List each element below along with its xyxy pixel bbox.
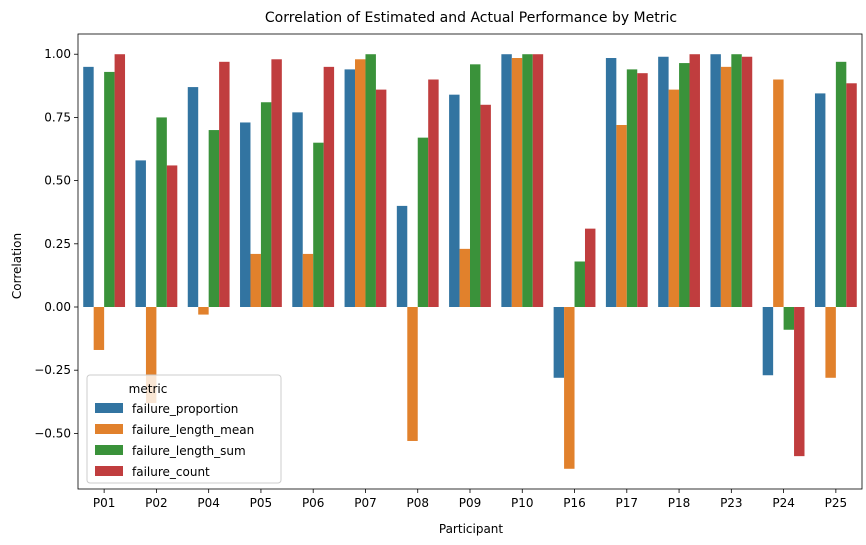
legend-box [86, 374, 282, 484]
bar-failure_length_sum-P16 [574, 261, 585, 307]
x-tick-label: P06 [302, 496, 325, 510]
bar-failure_proportion-P25 [814, 93, 826, 308]
bar-failure_proportion-P09 [449, 94, 460, 307]
bar-failure_length_sum-P10 [522, 54, 533, 307]
bar-failure_proportion-P17 [605, 58, 617, 308]
y-tick-label: 0.50 [44, 174, 71, 188]
x-tick-label: P07 [354, 496, 377, 510]
x-axis-label: Participant [439, 522, 504, 536]
bar-failure_proportion-P01 [83, 66, 94, 307]
plot-area: −0.50 −0.25 0.00 0.25 0.50 0.75 1.00 P01 P02 P04 P… [34, 33, 863, 510]
bar-failure_proportion-P10 [501, 54, 512, 307]
bar-failure_length_mean-P02 [145, 307, 157, 404]
bar-failure_length_mean-P24 [773, 79, 784, 307]
bar-failure_length_sum-P07 [365, 54, 376, 307]
bar-failure_length_mean-P04 [198, 307, 209, 315]
bar-failure_length_sum-P25 [835, 61, 847, 308]
bar-failure_length_sum-P09 [470, 64, 481, 307]
bar-failure_length_mean-P07 [355, 59, 366, 307]
x-tick-label: P17 [616, 496, 639, 510]
bar-failure_length_mean-P17 [616, 125, 627, 307]
bar-failure_proportion-P07 [344, 69, 356, 307]
bar-failure_proportion-P23 [710, 54, 721, 307]
bar-failure_count-P17 [637, 73, 648, 308]
bar-failure_count-P10 [532, 54, 544, 307]
bar-failure_length_mean-P08 [407, 307, 418, 441]
x-tick-label: P01 [93, 496, 116, 510]
x-tick-label: P18 [668, 496, 691, 510]
bar-failure_length_sum-P08 [417, 137, 429, 307]
bar-failure_count-P07 [375, 89, 387, 307]
bar-failure_count-P04 [219, 61, 230, 308]
bar-failure_count-P06 [323, 66, 335, 307]
x-tick-label: P24 [772, 496, 795, 510]
bar-failure_length_mean-P06 [302, 253, 314, 307]
bar-failure_count-P18 [689, 54, 700, 307]
legend-swatch-failure_length_sum [95, 445, 123, 455]
bar-failure_count-P16 [584, 228, 596, 307]
bar-failure_length_sum-P05 [260, 102, 272, 307]
bar-failure_count-P24 [794, 307, 805, 457]
y-tick-label: 0.25 [44, 237, 71, 251]
bar-failure_length_mean-P05 [250, 253, 261, 307]
bar-failure_length_sum-P24 [783, 307, 795, 330]
x-tick-label: P09 [459, 496, 482, 510]
bar-failure_length_sum-P17 [626, 69, 638, 307]
bar-failure_count-P05 [271, 59, 282, 307]
bar-failure_length_mean-P09 [459, 248, 470, 307]
bar-failure_count-P02 [166, 165, 178, 307]
legend-label-failure_length_mean: failure_length_mean [132, 423, 254, 437]
x-tick-label: P05 [250, 496, 273, 510]
x-tick-label: P08 [406, 496, 429, 510]
bar-failure_length_mean-P16 [564, 307, 575, 469]
bar-failure_length_mean-P18 [668, 89, 680, 307]
legend-swatch-failure_length_mean [95, 424, 123, 434]
bar-failure_length_mean-P10 [511, 58, 523, 308]
x-tick-label: P02 [145, 496, 168, 510]
bar-failure_count-P09 [480, 104, 491, 307]
bar-failure_count-P25 [846, 83, 857, 307]
y-tick-label: −0.50 [34, 426, 71, 440]
y-axis-label: Correlation [10, 233, 24, 299]
bar-failure_length_sum-P01 [104, 71, 115, 307]
legend-label-failure_length_sum: failure_length_sum [132, 444, 246, 458]
bar-failure_proportion-P05 [240, 122, 251, 307]
bar-failure_proportion-P04 [187, 87, 199, 307]
x-tick-label: P23 [720, 496, 743, 510]
bar-failure_proportion-P24 [762, 307, 774, 376]
bar-failure_length_sum-P06 [313, 142, 324, 307]
legend-label-failure_count: failure_count [132, 465, 210, 479]
legend-title: metric [129, 382, 168, 396]
legend-swatch-failure_count [95, 466, 123, 476]
y-tick-label: 0.75 [44, 110, 71, 124]
chart-title: Correlation of Estimated and Actual Perf… [265, 10, 677, 26]
bar-failure_length_mean-P23 [720, 66, 732, 307]
bar-failure_length_sum-P18 [679, 63, 690, 307]
legend-swatch-failure_proportion [95, 403, 123, 413]
bar-failure_proportion-P02 [135, 160, 146, 307]
y-tick-label: 1.00 [44, 47, 71, 61]
bar-failure_length_mean-P01 [93, 307, 105, 350]
bar-failure_length_mean-P25 [825, 307, 836, 378]
bar-failure_length_sum-P04 [208, 130, 220, 307]
bar-failure_proportion-P06 [292, 112, 303, 307]
bar-failure_length_sum-P02 [156, 117, 167, 307]
y-tick-label: 0.00 [44, 300, 71, 314]
legend-label-failure_proportion: failure_proportion [132, 402, 238, 416]
bar-failure_length_sum-P23 [731, 54, 742, 307]
bar-failure_count-P01 [114, 54, 126, 307]
x-tick-label: P04 [197, 496, 220, 510]
bar-failure_count-P08 [428, 79, 439, 307]
y-tick-label: −0.25 [34, 363, 71, 377]
x-tick-label: P10 [511, 496, 534, 510]
x-tick-label: P16 [563, 496, 586, 510]
bar-failure_proportion-P16 [553, 307, 565, 378]
bar-failure_proportion-P18 [658, 56, 669, 307]
bar-failure_proportion-P08 [396, 205, 408, 307]
x-tick-label: P25 [825, 496, 848, 510]
bar-failure_count-P23 [741, 56, 753, 307]
